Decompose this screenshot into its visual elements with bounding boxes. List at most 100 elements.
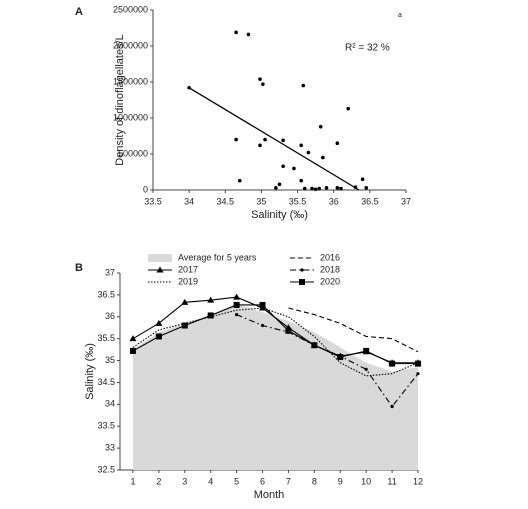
point: [301, 83, 306, 88]
x-tick-label: 10: [361, 476, 371, 486]
x-tick-label: 4: [208, 476, 213, 486]
x-tick-label: 5: [234, 476, 239, 486]
point: [258, 77, 262, 81]
corner-label: a: [398, 12, 402, 19]
series-line: [288, 307, 419, 353]
y-tick-label: 33: [105, 442, 115, 452]
point: [281, 138, 285, 143]
point: [299, 178, 303, 183]
legend-label: 2016: [320, 252, 340, 262]
marker: [337, 354, 344, 361]
marker: [181, 322, 188, 329]
panel-label: B: [75, 262, 83, 274]
point: [335, 141, 340, 145]
marker: [233, 301, 240, 308]
point: [246, 32, 251, 37]
marker: [156, 266, 164, 273]
trend-line: [188, 87, 360, 191]
y-tick-label: 1500000: [113, 76, 148, 86]
point: [346, 106, 350, 111]
y-tick-label: 35.5: [97, 333, 115, 343]
marker: [260, 323, 265, 328]
marker: [155, 319, 163, 326]
point: [364, 186, 369, 190]
marker: [363, 347, 370, 354]
x-tick-label: 7: [286, 476, 291, 486]
marker: [155, 333, 162, 340]
point: [303, 186, 307, 191]
x-tick-label: 9: [338, 476, 343, 486]
marker: [207, 296, 215, 303]
series-line: [132, 307, 419, 377]
point: [313, 187, 318, 192]
point: [310, 186, 314, 191]
x-tick-label: 6: [260, 476, 265, 486]
point: [335, 186, 340, 190]
marker: [299, 279, 305, 285]
marker: [364, 367, 368, 371]
marker: [415, 360, 421, 367]
point: [317, 186, 322, 191]
point: [360, 177, 365, 181]
x-tick-label: 35.5: [289, 196, 307, 206]
marker: [285, 327, 292, 334]
legend-label: Average for 5 years: [178, 252, 257, 262]
x-tick-label: 34: [184, 196, 194, 206]
legend-label: 2018: [320, 264, 340, 274]
y-tick-label: 0: [143, 184, 148, 194]
y-tick-label: 36.5: [97, 289, 115, 299]
point: [234, 137, 238, 142]
legend-label: 2017: [178, 264, 198, 274]
series-line: [132, 304, 418, 365]
point: [292, 166, 296, 171]
point: [187, 85, 191, 90]
x-tick-label: 34.5: [217, 196, 235, 206]
marker: [311, 342, 318, 349]
y-tick-label: 1000000: [113, 112, 148, 122]
legend-label: 2020: [320, 276, 340, 286]
marker: [259, 301, 266, 308]
point: [353, 185, 358, 189]
marker: [207, 312, 214, 319]
point: [318, 124, 323, 129]
x-tick-label: 3: [182, 476, 187, 486]
point: [339, 186, 343, 191]
marker: [235, 312, 239, 317]
marker: [300, 268, 304, 272]
x-tick-label: 35: [256, 196, 266, 206]
y-tick-label: 2500000: [113, 4, 148, 14]
x-tick-label: 37: [401, 196, 411, 206]
x-tick-label: 12: [413, 476, 423, 486]
x-tick-label: 33.5: [144, 196, 162, 206]
y-tick-label: 500000: [118, 148, 148, 158]
point: [234, 30, 238, 35]
marker: [389, 360, 396, 367]
y-tick-label: 32.5: [97, 464, 115, 474]
point: [258, 143, 262, 148]
y-tick-label: 33.5: [97, 421, 115, 431]
marker: [129, 347, 136, 354]
point: [263, 137, 267, 142]
x-tick-label: 36: [329, 196, 339, 206]
point: [237, 178, 242, 183]
x-tick-label: 36.5: [361, 196, 379, 206]
y-tick-label: 34.5: [97, 377, 115, 387]
marker: [233, 293, 241, 300]
area: [132, 303, 418, 470]
legend-label: 2019: [178, 276, 198, 286]
y-axis-title: Density of dinoflagellates/L: [114, 34, 126, 165]
legend-swatch: [148, 254, 172, 262]
y-tick-label: 35: [105, 355, 115, 365]
point: [261, 82, 265, 86]
marker: [390, 404, 394, 409]
point: [324, 186, 329, 190]
marker: [416, 372, 420, 376]
point: [277, 182, 282, 187]
y-tick-label: 34: [105, 399, 115, 409]
x-tick-label: 8: [312, 476, 317, 486]
panel-label: A: [75, 6, 83, 18]
point: [306, 150, 311, 155]
y-tick-label: 2000000: [113, 40, 148, 50]
point: [281, 164, 285, 169]
